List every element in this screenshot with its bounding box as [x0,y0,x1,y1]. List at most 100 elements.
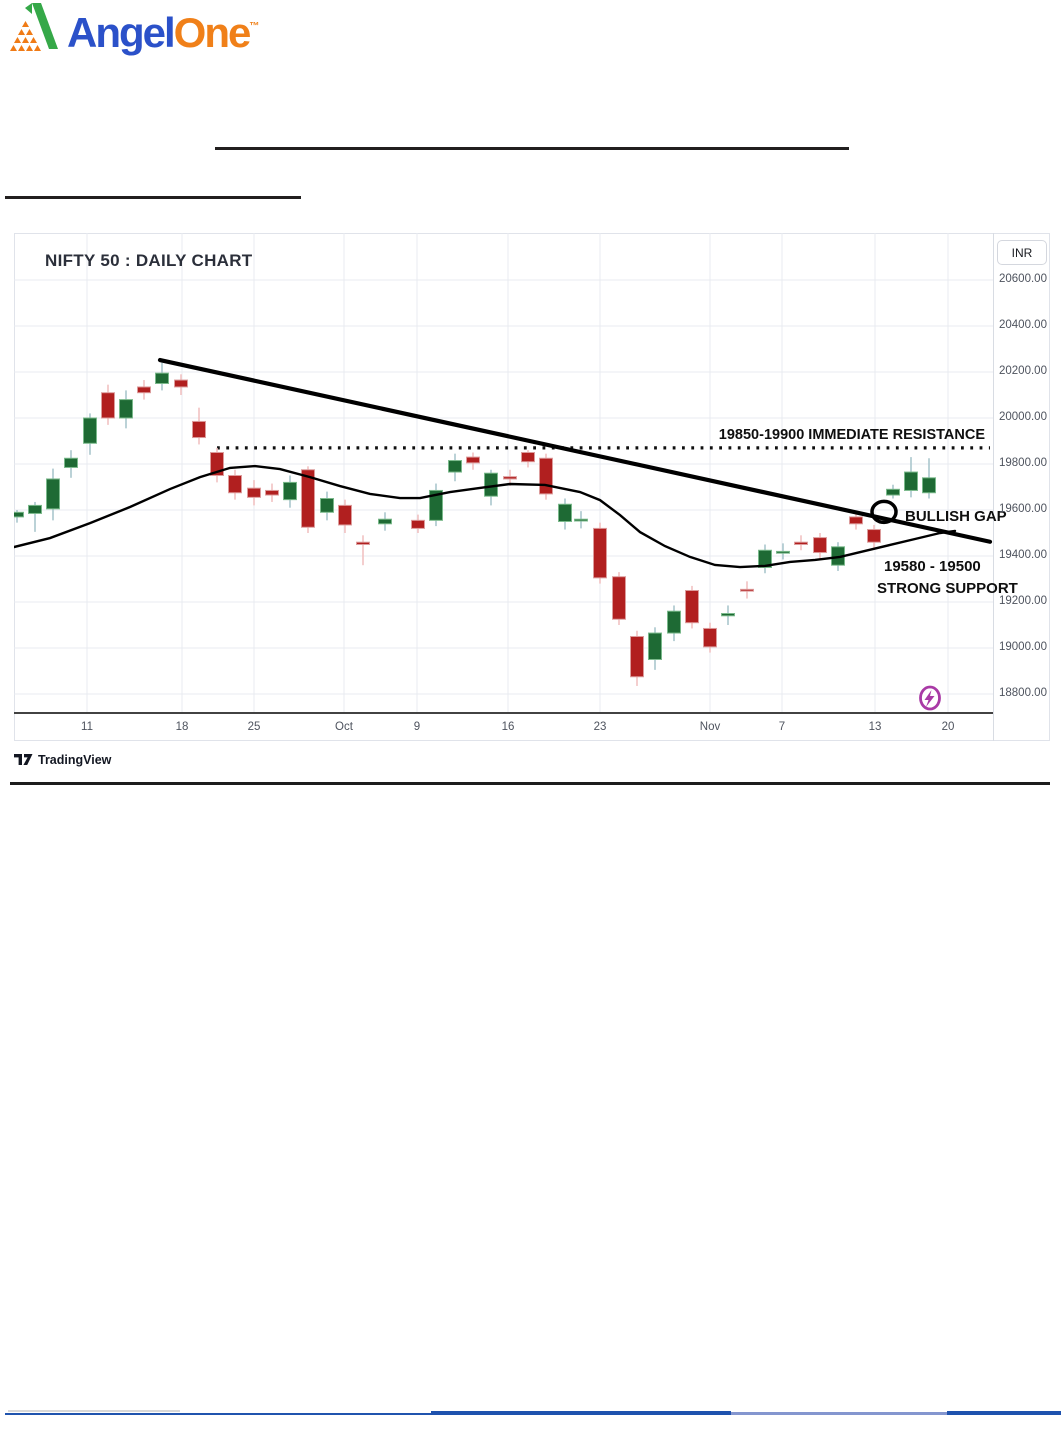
price-axis-label: 20000.00 [999,411,1047,423]
heading-underline-left [5,196,301,199]
candle-body [794,541,808,546]
price-axis-label: 19800.00 [999,457,1047,469]
footer-bar-blue-left [5,1413,431,1415]
instant-trade-flash-icon[interactable] [916,683,944,715]
candle-body [46,478,60,510]
price-axis-label: 19600.00 [999,503,1047,515]
candle-body [886,488,900,496]
price-axis-label: 19400.00 [999,549,1047,561]
candle-body [14,511,24,518]
candle-body [101,392,115,419]
candle-body [740,588,754,592]
logo-text-one: One [173,9,252,56]
candle-body [192,420,206,439]
candle-body [904,471,918,491]
candle-body [776,550,790,554]
candle-body [320,498,334,513]
section-divider [10,782,1050,785]
time-axis-line [14,712,993,714]
date-axis-label: 7 [778,721,786,733]
date-axis-label: 11 [81,721,93,733]
candle-body [685,590,699,624]
date-axis-label: 16 [501,721,515,733]
candle-body [539,457,553,495]
date-axis-label: 25 [247,721,261,733]
candle-body [813,537,827,554]
date-axis-label: Oct [335,721,353,733]
downtrend-line [157,357,993,544]
candle-body [283,481,297,501]
currency-button[interactable]: INR [997,240,1047,265]
candle-body [247,487,261,498]
candle-body [64,457,78,468]
candle-body [849,516,863,525]
resistance-annotation: 19850-19900 IMMEDIATE RESISTANCE [718,427,985,443]
bullish-gap-circle [870,499,898,525]
footer-bar-blue-right [947,1411,1061,1415]
candle-body [466,456,480,464]
candle-body [378,518,392,525]
candle-body [648,632,662,660]
candle-body [28,504,42,514]
date-axis-label: 18 [175,721,189,733]
candle-body [174,379,188,388]
angel-one-logo: AngelOne™ [8,3,259,57]
candle-body [593,527,607,579]
logo-trademark: ™ [249,21,260,32]
candle-body [703,627,717,648]
moving-average-line [14,464,957,569]
candle-body [83,417,97,444]
candle-body [758,549,772,568]
price-axis-separator [993,233,994,741]
date-axis-label: 13 [868,721,882,733]
logo-text-angel: Angel [67,9,176,56]
price-axis-label: 20200.00 [999,365,1047,377]
price-axis-label: 19200.00 [999,595,1047,607]
candle-body [228,475,242,494]
date-axis-label: Nov [699,721,721,733]
candle-body [574,518,588,522]
candle-body [411,519,425,529]
candle-body [338,504,352,526]
candle-body [265,489,279,496]
date-axis-label: 23 [593,721,607,733]
candle-body [301,469,315,528]
candle-body [612,576,626,620]
angel-one-wordmark: AngelOne™ [67,3,259,57]
support-zone-annotation: 19580 - 19500 [884,558,981,575]
chart-title: NIFTY 50 : DAILY CHART [45,251,253,270]
support-label-annotation: STRONG SUPPORT [877,580,1018,597]
candle-body [119,399,133,419]
price-axis-label: 20600.00 [999,273,1047,285]
date-axis-label: 20 [941,721,955,733]
candle-body [356,541,370,546]
tradingview-label: TradingView [38,752,112,767]
candle-body [137,386,151,394]
price-axis-label: 19000.00 [999,641,1047,653]
candle-body [448,460,462,473]
tradingview-attribution[interactable]: TradingView [14,751,111,768]
heading-underline-center [215,147,849,150]
candle-body [721,613,735,617]
date-axis-label: 9 [413,721,421,733]
candle-body [558,503,572,522]
candle-body [667,610,681,634]
tradingview-icon [14,754,33,765]
candle-body [630,636,644,678]
candle-body [867,529,881,543]
bullish-gap-annotation: BULLISH GAP [905,508,1007,525]
footer-bar-blue-light [731,1412,947,1415]
price-axis-label: 18800.00 [999,687,1047,699]
candle-body [922,477,936,494]
chart-frame [14,233,1050,741]
candle-body [521,452,535,463]
footer-bar-blue-mid [431,1411,731,1415]
price-axis-label: 20400.00 [999,319,1047,331]
footer-bar-gray [8,1410,180,1412]
angel-one-mark-icon [10,3,58,51]
candle-body [429,489,443,521]
candlestick-chart-canvas[interactable] [14,233,993,713]
candle-body [503,476,517,480]
candle-body [155,372,169,384]
